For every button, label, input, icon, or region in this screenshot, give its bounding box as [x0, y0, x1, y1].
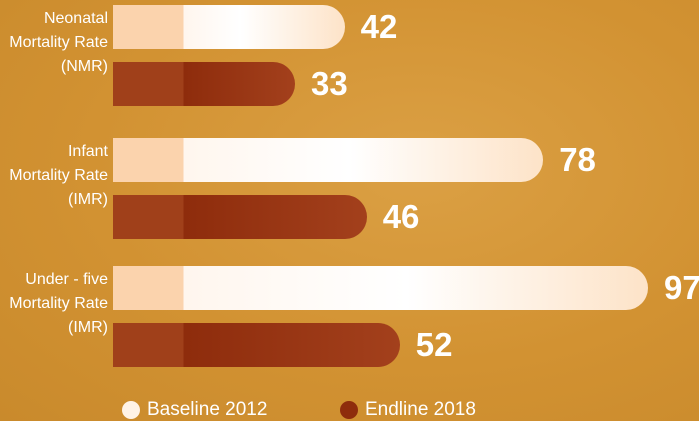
- bar: [113, 195, 367, 239]
- legend-label: Endline 2018: [365, 399, 476, 421]
- legend-label: Baseline 2012: [147, 399, 267, 421]
- value-label: 97: [664, 266, 699, 310]
- bar: [113, 5, 345, 49]
- legend-swatch: [340, 401, 358, 419]
- chart: Neonatal Mortality Rate (NMR) 42 33 Infant …: [0, 0, 699, 421]
- legend-swatch: [122, 401, 140, 419]
- bar: [113, 62, 295, 106]
- category-label: Neonatal Mortality Rate (NMR): [4, 7, 108, 79]
- value-label: 42: [361, 5, 398, 49]
- value-label: 33: [311, 62, 348, 106]
- category-label: Under - five Mortality Rate (IMR): [4, 268, 108, 340]
- value-label: 78: [559, 138, 596, 182]
- bar: [113, 323, 400, 367]
- bar: [113, 138, 543, 182]
- value-label: 52: [416, 323, 453, 367]
- value-label: 46: [383, 195, 420, 239]
- bar: [113, 266, 648, 310]
- category-label: Infant Mortality Rate (IMR): [4, 140, 108, 212]
